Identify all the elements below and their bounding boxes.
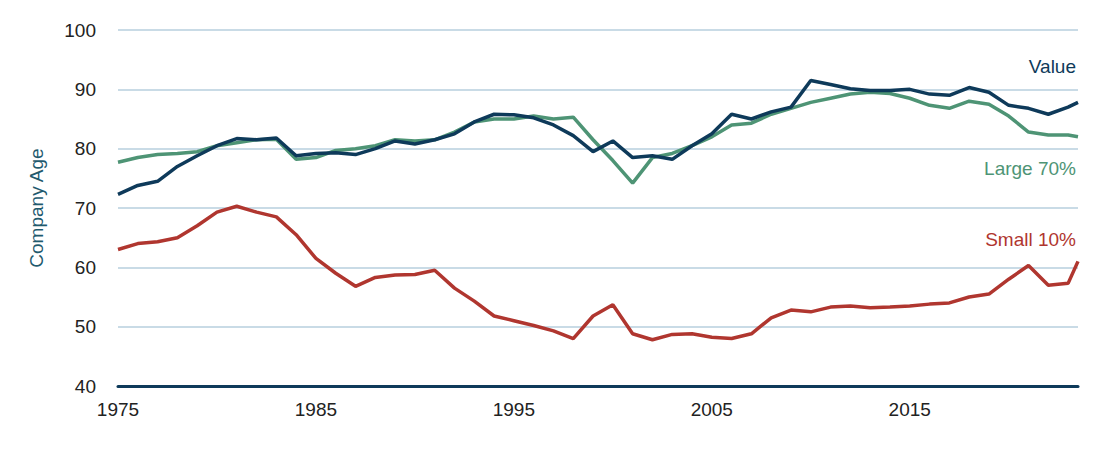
svg-text:Large 70%: Large 70%	[984, 158, 1076, 179]
svg-text:70: 70	[75, 198, 96, 219]
svg-text:1985: 1985	[295, 399, 337, 420]
svg-text:40: 40	[75, 376, 96, 397]
svg-text:60: 60	[75, 257, 96, 278]
svg-text:Company Age: Company Age	[26, 148, 47, 267]
svg-text:Value: Value	[1029, 56, 1076, 77]
svg-text:2015: 2015	[889, 399, 931, 420]
svg-text:2005: 2005	[691, 399, 733, 420]
svg-text:1975: 1975	[97, 399, 139, 420]
svg-text:100: 100	[64, 20, 96, 41]
svg-text:50: 50	[75, 316, 96, 337]
svg-text:80: 80	[75, 138, 96, 159]
svg-text:1995: 1995	[493, 399, 535, 420]
svg-text:90: 90	[75, 79, 96, 100]
svg-text:Small 10%: Small 10%	[985, 229, 1076, 250]
